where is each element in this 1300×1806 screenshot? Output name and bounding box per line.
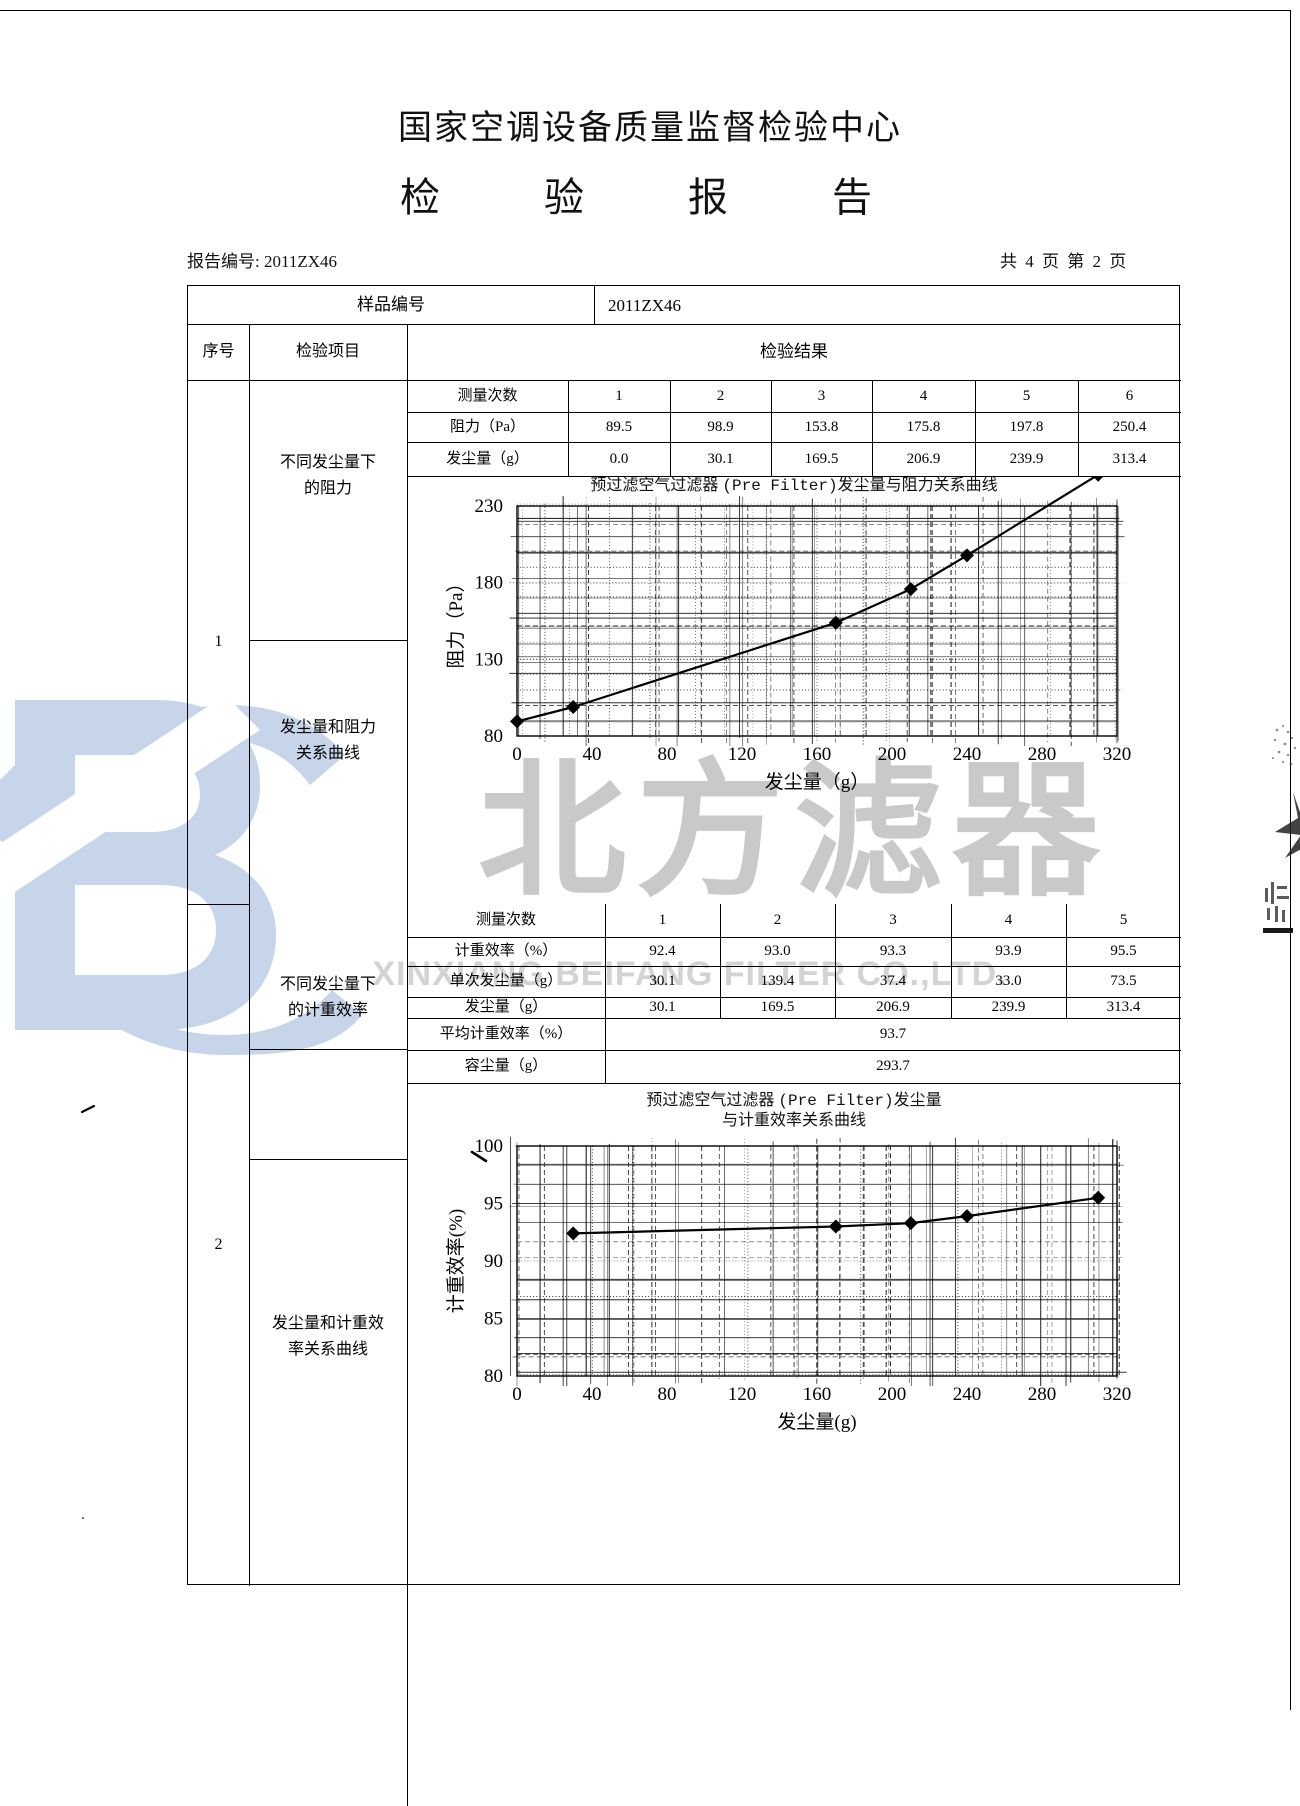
svg-text:80: 80 — [484, 726, 503, 747]
svg-text:80: 80 — [658, 1384, 677, 1405]
svg-text:与计重效率关系曲线: 与计重效率关系曲线 — [722, 1111, 866, 1129]
svg-text:发尘量(g): 发尘量(g) — [777, 1411, 856, 1433]
svg-text:预过滤空气过滤器 (Pre Filter)发尘量: 预过滤空气过滤器 (Pre Filter)发尘量 — [646, 1091, 941, 1110]
svg-text:200: 200 — [878, 744, 907, 765]
svg-text:120: 120 — [728, 744, 757, 765]
svg-text:130: 130 — [475, 649, 504, 670]
svg-text:40: 40 — [583, 744, 602, 765]
svg-text:240: 240 — [953, 744, 982, 765]
svg-text:计重效率(%): 计重效率(%) — [445, 1209, 467, 1313]
svg-text:200: 200 — [878, 1384, 907, 1405]
svg-text:预过滤空气过滤器 (Pre Filter)发尘量与阻力关系曲: 预过滤空气过滤器 (Pre Filter)发尘量与阻力关系曲线 — [590, 476, 997, 495]
svg-text:90: 90 — [484, 1251, 503, 1272]
svg-text:80: 80 — [658, 744, 677, 765]
svg-text:0: 0 — [512, 744, 522, 765]
svg-text:120: 120 — [728, 1384, 757, 1405]
svg-text:280: 280 — [1028, 744, 1057, 765]
svg-text:95: 95 — [484, 1194, 503, 1215]
svg-text:320: 320 — [1103, 1384, 1132, 1405]
svg-text:240: 240 — [953, 1384, 982, 1405]
svg-text:40: 40 — [583, 1384, 602, 1405]
svg-text:160: 160 — [803, 1384, 832, 1405]
svg-text:阻力（Pa）: 阻力（Pa） — [445, 573, 467, 668]
svg-text:发尘量（g）: 发尘量（g） — [765, 771, 870, 793]
svg-text:320: 320 — [1103, 744, 1132, 765]
svg-text:280: 280 — [1028, 1384, 1057, 1405]
svg-text:0: 0 — [512, 1384, 522, 1405]
svg-text:80: 80 — [484, 1366, 503, 1387]
svg-text:85: 85 — [484, 1309, 503, 1330]
svg-text:230: 230 — [475, 496, 504, 517]
svg-text:180: 180 — [475, 573, 504, 594]
svg-text:160: 160 — [803, 744, 832, 765]
